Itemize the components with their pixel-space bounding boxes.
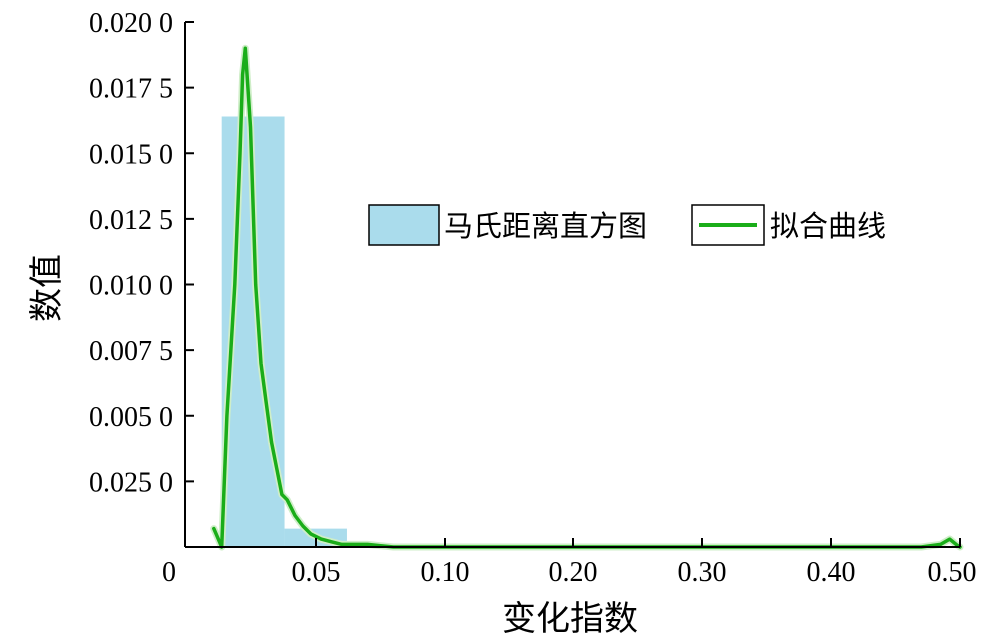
y-tick-label-6: 0.017 5 bbox=[89, 74, 173, 105]
x-tick-label-6: 0.50 bbox=[928, 557, 977, 588]
y-axis-title: 数值 bbox=[27, 254, 67, 322]
legend-histogram-label: 马氏距离直方图 bbox=[444, 209, 647, 243]
y-tick-label-3: 0.010 0 bbox=[89, 271, 173, 302]
y-tick-label-5: 0.015 0 bbox=[89, 139, 173, 170]
legend: 马氏距离直方图 拟合曲线 bbox=[368, 204, 886, 246]
y-tick-label-1: 0.005 0 bbox=[89, 402, 173, 433]
fit-curve-halo bbox=[210, 44, 964, 551]
x-tick-label-1: 0.05 bbox=[292, 557, 341, 588]
fit-curve-line bbox=[212, 46, 962, 549]
legend-histogram-swatch bbox=[368, 204, 440, 246]
y-tick-label-7: 0.020 0 bbox=[89, 8, 173, 39]
y-tick-label-4: 0.012 5 bbox=[89, 205, 173, 236]
y-tick-label-2: 0.007 5 bbox=[89, 336, 173, 367]
plot-area bbox=[210, 44, 964, 551]
legend-curve-label: 拟合曲线 bbox=[770, 209, 886, 243]
x-tick-label-3: 0.20 bbox=[549, 557, 598, 588]
x-tick-label-0: 0 bbox=[162, 557, 176, 588]
x-axis-title: 变化指数 bbox=[502, 599, 638, 639]
x-tick-label-2: 0.10 bbox=[421, 557, 470, 588]
axes: 0.025 0 0.005 0 0.007 5 0.010 0 0.012 5 0.015… bbox=[89, 8, 977, 588]
y-tick-label-0: 0.025 0 bbox=[89, 467, 173, 498]
x-tick-label-5: 0.40 bbox=[807, 557, 856, 588]
x-tick-label-4: 0.30 bbox=[678, 557, 727, 588]
